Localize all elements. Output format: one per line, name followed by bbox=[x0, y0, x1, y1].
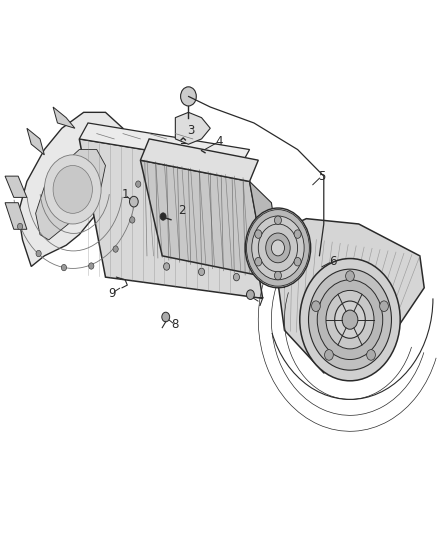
Circle shape bbox=[294, 257, 301, 266]
Circle shape bbox=[53, 165, 92, 213]
Circle shape bbox=[136, 181, 141, 187]
Circle shape bbox=[88, 263, 94, 269]
Text: 6: 6 bbox=[329, 255, 336, 268]
Circle shape bbox=[247, 290, 254, 300]
Circle shape bbox=[162, 312, 170, 322]
Circle shape bbox=[367, 350, 375, 360]
Text: 5: 5 bbox=[318, 169, 325, 183]
Circle shape bbox=[247, 209, 309, 286]
Circle shape bbox=[245, 208, 311, 288]
Polygon shape bbox=[79, 139, 263, 298]
Circle shape bbox=[342, 310, 358, 329]
Circle shape bbox=[272, 240, 285, 256]
Circle shape bbox=[380, 301, 389, 311]
Circle shape bbox=[266, 233, 290, 263]
Circle shape bbox=[233, 273, 240, 281]
Polygon shape bbox=[18, 112, 132, 266]
Circle shape bbox=[252, 216, 304, 280]
Text: 7: 7 bbox=[257, 296, 264, 309]
Circle shape bbox=[255, 257, 262, 266]
Circle shape bbox=[198, 268, 205, 276]
Polygon shape bbox=[141, 139, 258, 181]
Text: 1: 1 bbox=[121, 188, 129, 201]
Circle shape bbox=[113, 246, 118, 252]
Text: 8: 8 bbox=[172, 319, 179, 332]
Circle shape bbox=[311, 301, 320, 311]
Circle shape bbox=[130, 196, 138, 207]
Circle shape bbox=[160, 213, 166, 220]
Circle shape bbox=[325, 350, 333, 360]
Circle shape bbox=[61, 264, 67, 271]
Circle shape bbox=[346, 271, 354, 281]
Circle shape bbox=[317, 280, 383, 360]
Polygon shape bbox=[272, 219, 424, 373]
Circle shape bbox=[258, 224, 297, 272]
Circle shape bbox=[294, 230, 301, 238]
Circle shape bbox=[300, 259, 400, 381]
Circle shape bbox=[163, 263, 170, 270]
Circle shape bbox=[44, 155, 101, 224]
Circle shape bbox=[18, 223, 23, 230]
Circle shape bbox=[180, 87, 196, 106]
Circle shape bbox=[130, 217, 135, 223]
Polygon shape bbox=[53, 107, 75, 128]
Polygon shape bbox=[250, 181, 285, 288]
Circle shape bbox=[255, 230, 262, 238]
Circle shape bbox=[308, 269, 392, 370]
Text: 3: 3 bbox=[187, 124, 194, 138]
Circle shape bbox=[275, 271, 282, 280]
Polygon shape bbox=[35, 150, 106, 240]
Text: 9: 9 bbox=[108, 287, 116, 300]
Polygon shape bbox=[175, 112, 210, 144]
Polygon shape bbox=[5, 176, 27, 197]
Circle shape bbox=[326, 290, 374, 349]
Polygon shape bbox=[27, 128, 44, 155]
Circle shape bbox=[335, 301, 365, 338]
Text: 2: 2 bbox=[178, 204, 186, 217]
Circle shape bbox=[36, 251, 41, 257]
Circle shape bbox=[275, 216, 282, 224]
Polygon shape bbox=[5, 203, 27, 229]
Polygon shape bbox=[141, 160, 267, 277]
Text: 4: 4 bbox=[215, 135, 223, 148]
Polygon shape bbox=[79, 123, 250, 165]
